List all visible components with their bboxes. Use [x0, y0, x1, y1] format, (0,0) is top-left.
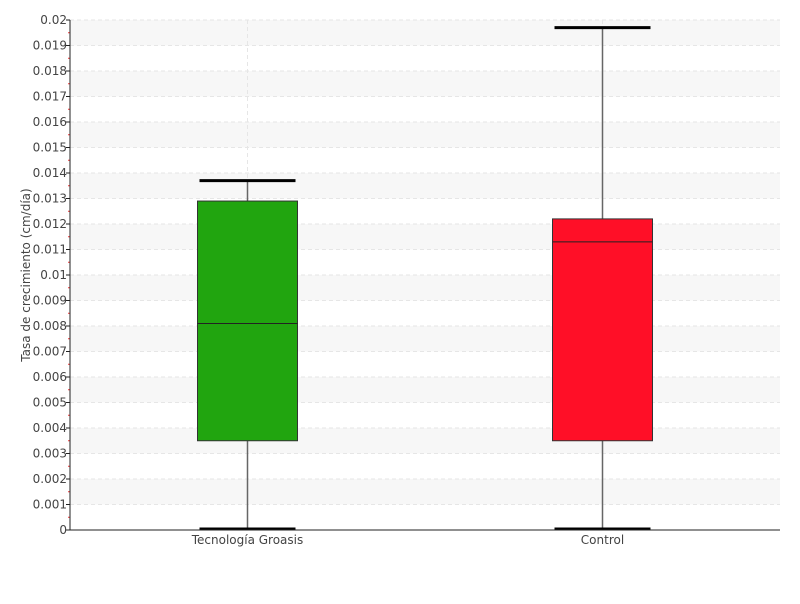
y-tick-label: 0.006	[33, 370, 67, 384]
y-tick-label: 0.015	[33, 141, 67, 155]
y-tick-label: 0	[59, 523, 67, 537]
grid-lines	[70, 19, 780, 530]
y-tick-label: 0.018	[33, 64, 67, 78]
y-tick-label: 0.008	[33, 319, 67, 333]
grid-band	[70, 275, 780, 301]
y-tick-label: 0.016	[33, 115, 67, 129]
grid-band	[70, 377, 780, 403]
grid-band	[70, 122, 780, 148]
y-tick-label: 0.004	[33, 421, 67, 435]
y-tick-label: 0.014	[33, 166, 67, 180]
box	[197, 200, 298, 442]
grid-band	[70, 428, 780, 454]
y-tick-label: 0.009	[33, 294, 67, 308]
grid-band	[70, 173, 780, 199]
y-tick-label: 0.011	[33, 243, 67, 257]
y-tick-label: 0.017	[33, 90, 67, 104]
x-tick-label: Tecnología Groasis	[191, 533, 304, 547]
x-tick-label: Control	[581, 533, 624, 547]
grid-band	[70, 326, 780, 352]
grid-bands	[70, 20, 780, 505]
y-tick-label: 0.02	[40, 13, 67, 27]
y-axis: 0 0.001 0.002 0.003 0.004 0.005 0.006 0.007 0.00…	[33, 13, 71, 537]
y-tick-label: 0.019	[33, 39, 67, 53]
grid-band	[70, 479, 780, 505]
y-tick-label: 0.012	[33, 217, 67, 231]
y-tick-label: 0.013	[33, 192, 67, 206]
boxes	[197, 26, 653, 531]
y-tick-label: 0.002	[33, 472, 67, 486]
grid-band	[70, 71, 780, 97]
y-tick-label: 0.007	[33, 345, 67, 359]
y-tick-label: 0.003	[33, 447, 67, 461]
grid-band	[70, 224, 780, 250]
y-tick-label: 0.01	[40, 268, 67, 282]
box	[552, 218, 653, 442]
y-axis-label: Tasa de crecimiento (cm/día)	[19, 188, 33, 362]
y-tick-label: 0.001	[33, 498, 67, 512]
x-axis: Tecnología Groasis Control	[70, 529, 780, 547]
grid-band	[70, 20, 780, 46]
y-tick-label: 0.005	[33, 396, 67, 410]
